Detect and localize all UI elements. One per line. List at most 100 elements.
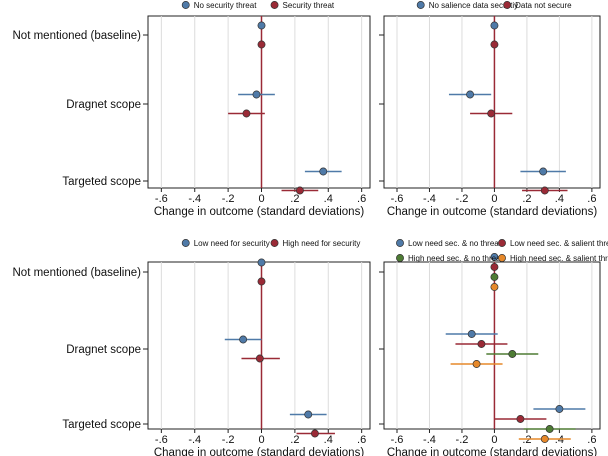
y-category-label: Not mentioned (baseline) — [13, 267, 142, 279]
point-estimate — [472, 360, 481, 368]
point-estimate — [477, 340, 486, 348]
x-tick-label: 0 — [258, 434, 264, 446]
point-estimate — [516, 415, 525, 423]
point-estimate — [252, 90, 261, 99]
point-estimate — [295, 186, 304, 195]
point-estimate — [242, 109, 251, 118]
legend-marker — [181, 1, 190, 9]
x-tick-label: .6 — [587, 193, 596, 205]
point-estimate — [490, 253, 499, 261]
plot-frame — [147, 15, 371, 189]
x-tick-label: -.6 — [155, 193, 168, 205]
y-category-label: Not mentioned (baseline) — [13, 30, 142, 42]
point-estimate — [490, 21, 499, 30]
x-tick-label: .2 — [290, 193, 299, 205]
legend: Low need sec. & no threat Low need sec. &… — [396, 239, 608, 263]
x-axis-title: Change in outcome (standard deviations) — [154, 206, 364, 218]
point-estimate — [490, 283, 499, 291]
y-category-label: Targeted scope — [62, 176, 141, 188]
legend-marker — [503, 1, 512, 9]
x-tick-label: -.6 — [391, 193, 404, 205]
point-estimate — [490, 40, 499, 49]
legend-label: High need sec. & salient threat — [510, 254, 608, 263]
legend-label: No salience data securtiy — [429, 1, 518, 10]
point-estimate — [539, 167, 548, 176]
point-estimate — [257, 40, 266, 49]
x-tick-label: -.6 — [391, 434, 404, 446]
legend-marker — [270, 1, 279, 9]
point-estimate — [310, 429, 319, 438]
point-estimate — [257, 21, 266, 30]
point-estimate — [545, 425, 554, 433]
x-tick-label: -.4 — [423, 434, 436, 446]
x-tick-label: -.4 — [188, 434, 201, 446]
legend-label: Security threat — [283, 1, 335, 10]
point-estimate — [540, 435, 549, 443]
x-tick-label: -.4 — [423, 193, 436, 205]
plot-frame — [383, 261, 601, 430]
legend: Low need for security High need for secur… — [181, 239, 361, 248]
point-estimate — [319, 167, 328, 176]
legend: No security threat Security threat — [181, 1, 335, 10]
legend-marker — [416, 1, 425, 9]
plot-frame — [383, 15, 601, 189]
x-tick-label: -.6 — [155, 434, 168, 446]
legend-label: Low need for security — [194, 239, 270, 248]
point-estimate — [490, 263, 499, 271]
x-tick-label: .2 — [290, 434, 299, 446]
x-tick-label: 0 — [491, 434, 497, 446]
x-tick-label: .2 — [522, 434, 531, 446]
plot-frame — [147, 261, 371, 430]
x-tick-label: .6 — [357, 434, 366, 446]
x-tick-label: .2 — [522, 193, 531, 205]
point-estimate — [540, 186, 549, 195]
x-tick-label: -.2 — [222, 434, 235, 446]
x-tick-label: .6 — [587, 434, 596, 446]
legend-label: No security threat — [194, 1, 257, 10]
x-tick-label: .4 — [324, 193, 333, 205]
x-tick-label: .6 — [357, 193, 366, 205]
point-estimate — [508, 350, 517, 358]
legend-marker — [396, 254, 404, 262]
legend-marker — [498, 254, 506, 262]
legend-marker — [396, 239, 404, 247]
x-tick-label: -.2 — [222, 193, 235, 205]
legend-label: Low need sec. & no threat — [408, 239, 502, 248]
x-tick-label: -.4 — [188, 193, 201, 205]
legend-label: High need for security — [283, 239, 361, 248]
x-tick-label: .4 — [555, 193, 564, 205]
x-axis-title: Change in outcome (standard deviations) — [387, 447, 597, 456]
y-category-label: Targeted scope — [62, 419, 141, 431]
x-tick-label: -.2 — [456, 193, 469, 205]
legend-label: High need sec. & no threat — [408, 254, 504, 263]
point-estimate — [467, 330, 476, 338]
x-tick-label: 0 — [491, 193, 497, 205]
x-tick-label: .4 — [324, 434, 333, 446]
x-tick-label: .4 — [555, 434, 564, 446]
point-estimate — [239, 335, 248, 344]
legend-marker — [270, 239, 279, 247]
point-estimate — [490, 273, 499, 281]
point-estimate — [304, 410, 313, 419]
legend-label: Low need sec. & salient threat — [510, 239, 608, 248]
x-axis-title: Change in outcome (standard deviations) — [154, 447, 364, 456]
x-axis-title: Change in outcome (standard deviations) — [387, 206, 597, 218]
legend-label: Data not secure — [515, 1, 572, 10]
point-estimate — [257, 277, 266, 286]
x-tick-label: -.2 — [456, 434, 469, 446]
point-estimate — [487, 109, 496, 118]
y-category-label: Dragnet scope — [66, 344, 141, 356]
legend-marker — [181, 239, 190, 247]
x-tick-label: 0 — [258, 193, 264, 205]
point-estimate — [255, 354, 264, 363]
point-estimate — [555, 405, 564, 413]
legend-marker — [498, 239, 506, 247]
point-estimate — [466, 90, 475, 99]
point-estimate — [257, 258, 266, 267]
